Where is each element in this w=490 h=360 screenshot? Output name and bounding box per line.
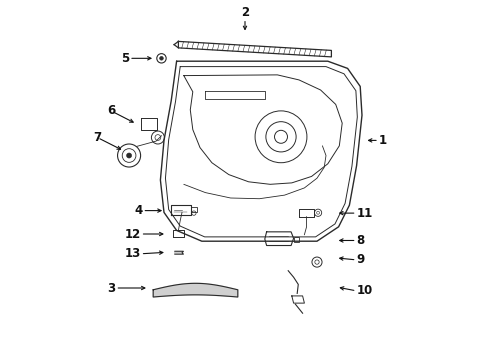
- Bar: [191, 207, 197, 212]
- Text: 4: 4: [134, 204, 143, 217]
- Text: 13: 13: [124, 247, 141, 260]
- Text: 1: 1: [379, 134, 387, 147]
- Text: 11: 11: [357, 207, 373, 220]
- Circle shape: [126, 153, 132, 158]
- Text: 5: 5: [121, 52, 129, 65]
- Text: 12: 12: [124, 228, 141, 240]
- Text: 2: 2: [241, 6, 249, 19]
- Polygon shape: [175, 251, 183, 254]
- Bar: [294, 237, 299, 242]
- Circle shape: [160, 57, 163, 60]
- Text: 9: 9: [357, 253, 365, 266]
- Text: 7: 7: [93, 131, 101, 144]
- Text: 10: 10: [357, 284, 373, 297]
- Text: 3: 3: [107, 282, 116, 294]
- Text: 8: 8: [357, 234, 365, 247]
- Text: 6: 6: [107, 104, 115, 117]
- Polygon shape: [153, 283, 238, 297]
